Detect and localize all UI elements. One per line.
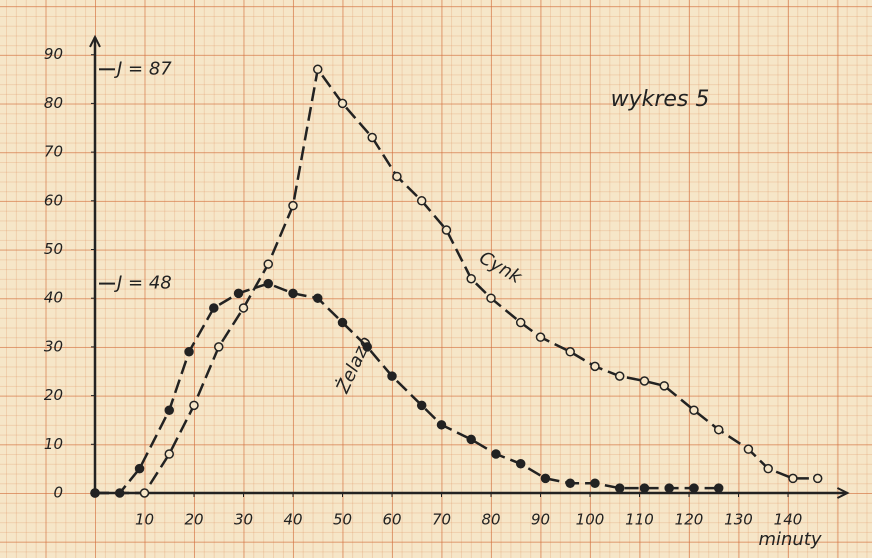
data-point bbox=[185, 348, 193, 356]
data-point bbox=[116, 489, 124, 497]
data-point bbox=[91, 489, 99, 497]
data-point bbox=[368, 133, 376, 141]
data-point bbox=[289, 202, 297, 210]
x-tick-label: 30 bbox=[234, 511, 253, 529]
annotation: J = 87 bbox=[114, 58, 172, 79]
x-axis-label: minuty bbox=[758, 529, 821, 550]
data-point bbox=[566, 479, 574, 487]
data-point bbox=[537, 333, 545, 341]
data-point bbox=[690, 406, 698, 414]
data-point bbox=[190, 401, 198, 409]
x-tick-label: 80 bbox=[481, 511, 500, 529]
data-point bbox=[616, 372, 624, 380]
x-tick-label: 100 bbox=[576, 511, 605, 529]
data-point bbox=[764, 465, 772, 473]
x-tick-label: 20 bbox=[184, 511, 203, 529]
data-point bbox=[566, 348, 574, 356]
data-point bbox=[715, 426, 723, 434]
data-point bbox=[814, 474, 822, 482]
data-point bbox=[616, 484, 624, 492]
x-tick-label: 130 bbox=[724, 511, 753, 529]
data-point bbox=[264, 280, 272, 288]
data-point bbox=[517, 460, 525, 468]
y-tick-label: 50 bbox=[44, 240, 63, 258]
data-point bbox=[467, 275, 475, 283]
data-point bbox=[487, 294, 495, 302]
y-tick-label: 90 bbox=[44, 45, 63, 63]
data-point bbox=[235, 289, 243, 297]
chart: wykres 5 minuty 0 10 20 30 40 50 60 70 80 90 10 20 3… bbox=[0, 0, 872, 558]
data-point bbox=[789, 474, 797, 482]
y-tick-label: 80 bbox=[44, 94, 63, 112]
data-point bbox=[136, 465, 144, 473]
data-point bbox=[591, 362, 599, 370]
series-label: Cynk bbox=[475, 247, 526, 289]
y-tick-label: 20 bbox=[44, 386, 63, 404]
data-point bbox=[339, 99, 347, 107]
y-tick-label: 0 bbox=[53, 484, 63, 502]
y-tick-label: 70 bbox=[44, 143, 63, 161]
data-point bbox=[314, 294, 322, 302]
data-point bbox=[690, 484, 698, 492]
x-tick-label: 90 bbox=[531, 511, 550, 529]
data-point bbox=[388, 372, 396, 380]
data-point bbox=[210, 304, 218, 312]
annotation: J = 48 bbox=[114, 273, 172, 294]
data-point bbox=[165, 406, 173, 414]
data-point bbox=[418, 197, 426, 205]
x-tick-label: 110 bbox=[625, 511, 654, 529]
data-point bbox=[240, 304, 248, 312]
chart-title: wykres 5 bbox=[611, 87, 710, 112]
y-tick-label: 60 bbox=[44, 191, 63, 209]
data-point bbox=[467, 435, 475, 443]
data-point bbox=[442, 226, 450, 234]
data-point bbox=[314, 65, 322, 73]
y-tick-label: 30 bbox=[44, 337, 63, 355]
y-tick-label: 10 bbox=[44, 435, 63, 453]
data-point bbox=[715, 484, 723, 492]
data-point bbox=[339, 319, 347, 327]
data-point bbox=[640, 377, 648, 385]
data-point bbox=[541, 474, 549, 482]
data-point bbox=[264, 260, 272, 268]
x-tick-label: 10 bbox=[135, 511, 154, 529]
x-tick-label: 120 bbox=[675, 511, 704, 529]
data-point bbox=[418, 401, 426, 409]
x-tick-label: 40 bbox=[283, 511, 302, 529]
data-point bbox=[660, 382, 668, 390]
series-label: Żelazo bbox=[332, 333, 377, 397]
data-point bbox=[215, 343, 223, 351]
data-point bbox=[517, 319, 525, 327]
x-tick-label: 60 bbox=[382, 511, 401, 529]
data-point bbox=[165, 450, 173, 458]
data-point bbox=[665, 484, 673, 492]
y-tick-label: 40 bbox=[44, 289, 63, 307]
data-point bbox=[141, 489, 149, 497]
x-tick-label: 140 bbox=[774, 511, 803, 529]
data-point bbox=[640, 484, 648, 492]
data-point bbox=[744, 445, 752, 453]
series-line bbox=[95, 284, 719, 493]
series-line bbox=[95, 69, 818, 493]
data-point bbox=[591, 479, 599, 487]
data-point bbox=[393, 172, 401, 180]
data-point bbox=[492, 450, 500, 458]
x-tick-label: 50 bbox=[333, 511, 352, 529]
data-point bbox=[438, 421, 446, 429]
x-tick-label: 70 bbox=[432, 511, 451, 529]
data-point bbox=[289, 289, 297, 297]
